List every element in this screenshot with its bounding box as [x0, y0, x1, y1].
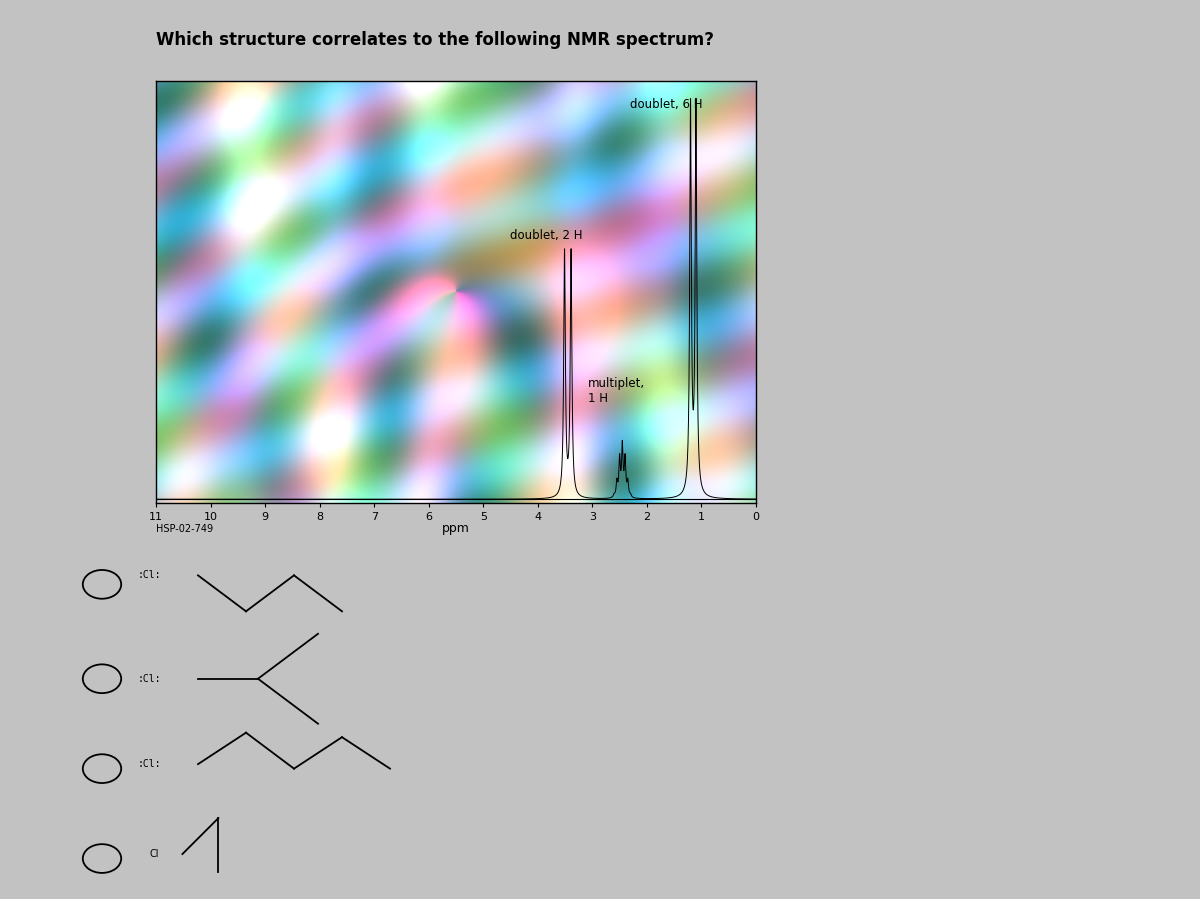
Text: Which structure correlates to the following NMR spectrum?: Which structure correlates to the follow…	[156, 31, 714, 49]
Text: Cl: Cl	[150, 849, 160, 859]
Text: multiplet,
1 H: multiplet, 1 H	[588, 377, 646, 405]
Text: ppm: ppm	[442, 522, 470, 535]
Text: HSP-02-749: HSP-02-749	[156, 524, 214, 534]
Text: :Cl:: :Cl:	[138, 759, 162, 770]
Text: :Cl:: :Cl:	[138, 570, 162, 581]
Text: doublet, 2 H: doublet, 2 H	[510, 229, 582, 242]
Text: :Cl:: :Cl:	[138, 673, 162, 684]
Text: doublet, 6 H: doublet, 6 H	[630, 98, 702, 111]
